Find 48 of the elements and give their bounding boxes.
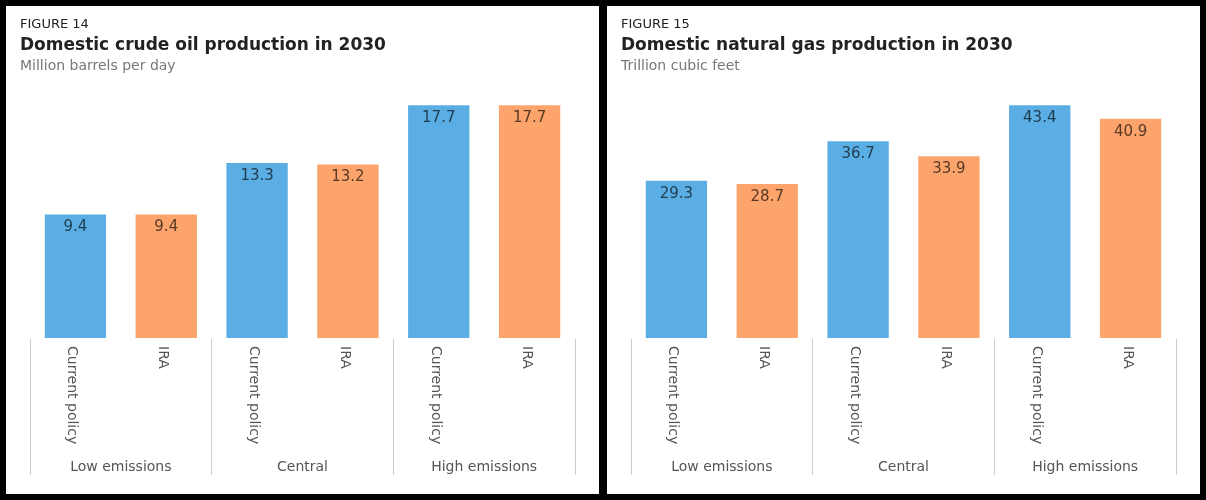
x-tick-label: Central bbox=[878, 458, 929, 475]
text: IRA bbox=[1120, 346, 1137, 369]
x-tick-label: Low emissions bbox=[671, 458, 773, 475]
bar bbox=[226, 163, 288, 338]
bar bbox=[918, 156, 980, 338]
text: Current policy bbox=[428, 346, 445, 445]
x-tick-label: High emissions bbox=[1032, 458, 1139, 475]
bar bbox=[736, 184, 798, 338]
chart-title: Domestic crude oil production in 2030 bbox=[20, 34, 387, 54]
x-tick-label: Central bbox=[277, 458, 328, 475]
text: Current policy bbox=[666, 346, 683, 445]
data-label: 9.4 bbox=[63, 217, 88, 236]
chart-title: Domestic natural gas production in 2030 bbox=[621, 34, 1014, 54]
data-label: 13.2 bbox=[331, 167, 365, 186]
data-label: 17.7 bbox=[512, 108, 547, 127]
data-label: 43.4 bbox=[1023, 108, 1057, 127]
data-label: 9.4 bbox=[154, 217, 179, 236]
bar bbox=[827, 141, 889, 338]
chart-subtitle: Trillion cubic feet bbox=[621, 57, 741, 73]
bar bbox=[408, 105, 470, 338]
data-label: 17.7 bbox=[422, 108, 456, 127]
text: IRA bbox=[519, 346, 536, 369]
text: Current policy bbox=[1029, 346, 1046, 445]
text: Current policy bbox=[848, 346, 865, 445]
bar bbox=[1099, 118, 1162, 338]
data-label: 13.3 bbox=[240, 166, 274, 185]
chart-subtitle: Million barrels per day bbox=[20, 57, 177, 73]
text: IRA bbox=[938, 346, 955, 369]
caption: FIGURE 14 bbox=[20, 16, 90, 31]
text: Current policy bbox=[65, 346, 82, 445]
bar bbox=[498, 105, 561, 338]
data-label: 40.9 bbox=[1113, 121, 1148, 140]
caption: FIGURE 15 bbox=[621, 16, 691, 31]
text: IRA bbox=[757, 346, 774, 370]
bar bbox=[44, 214, 107, 338]
text: IRA bbox=[156, 346, 173, 370]
text: IRA bbox=[337, 346, 354, 369]
bar bbox=[645, 180, 708, 338]
data-label: 33.9 bbox=[932, 159, 966, 178]
bar bbox=[317, 164, 379, 338]
data-label: 36.7 bbox=[841, 144, 875, 163]
x-tick-label: High emissions bbox=[431, 458, 538, 475]
bar bbox=[1009, 105, 1071, 338]
x-tick-label: Low emissions bbox=[70, 458, 172, 475]
data-label: 28.7 bbox=[750, 187, 784, 206]
data-label: 29.3 bbox=[659, 183, 694, 202]
text: Current policy bbox=[247, 346, 264, 445]
bar bbox=[135, 214, 197, 338]
